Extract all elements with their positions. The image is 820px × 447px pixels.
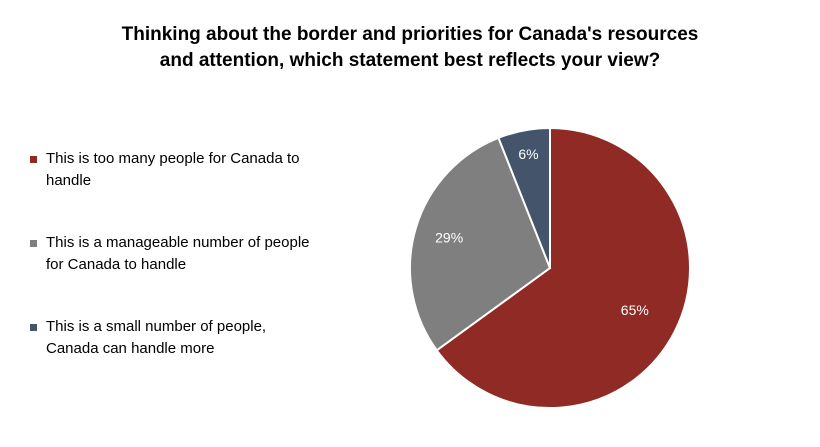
pie-slice-too-many <box>435 126 691 409</box>
legend-swatch-manageable <box>30 240 37 247</box>
pie-slice-manageable <box>409 136 552 352</box>
legend-swatch-too-many <box>30 156 37 163</box>
legend-item-too-many: This is too many people for Canada to ha… <box>30 148 320 192</box>
legend-label-too-many: This is too many people for Canada to ha… <box>46 150 300 189</box>
chart-title: Thinking about the border and priorities… <box>60 22 760 74</box>
legend-item-manageable: This is a manageable number of people fo… <box>30 232 320 276</box>
chart-title-line-2: and attention, which statement best refl… <box>159 50 661 71</box>
pie-slice-small-number <box>497 126 551 269</box>
legend-label-manageable: This is a manageable number of people fo… <box>46 234 310 273</box>
pie-chart: 65% 29% 6% <box>409 126 691 409</box>
legend-item-small-number: This is a small number of people, Canada… <box>30 316 320 360</box>
legend-label-small-number: This is a small number of people, Canada… <box>46 318 267 357</box>
pie-label-small-number: 6% <box>518 146 538 162</box>
chart-title-line-1: Thinking about the border and priorities… <box>121 24 699 45</box>
pie-label-manageable: 29% <box>435 229 463 245</box>
pie-label-too-many: 65% <box>621 302 649 318</box>
legend-swatch-small-number <box>30 324 37 331</box>
